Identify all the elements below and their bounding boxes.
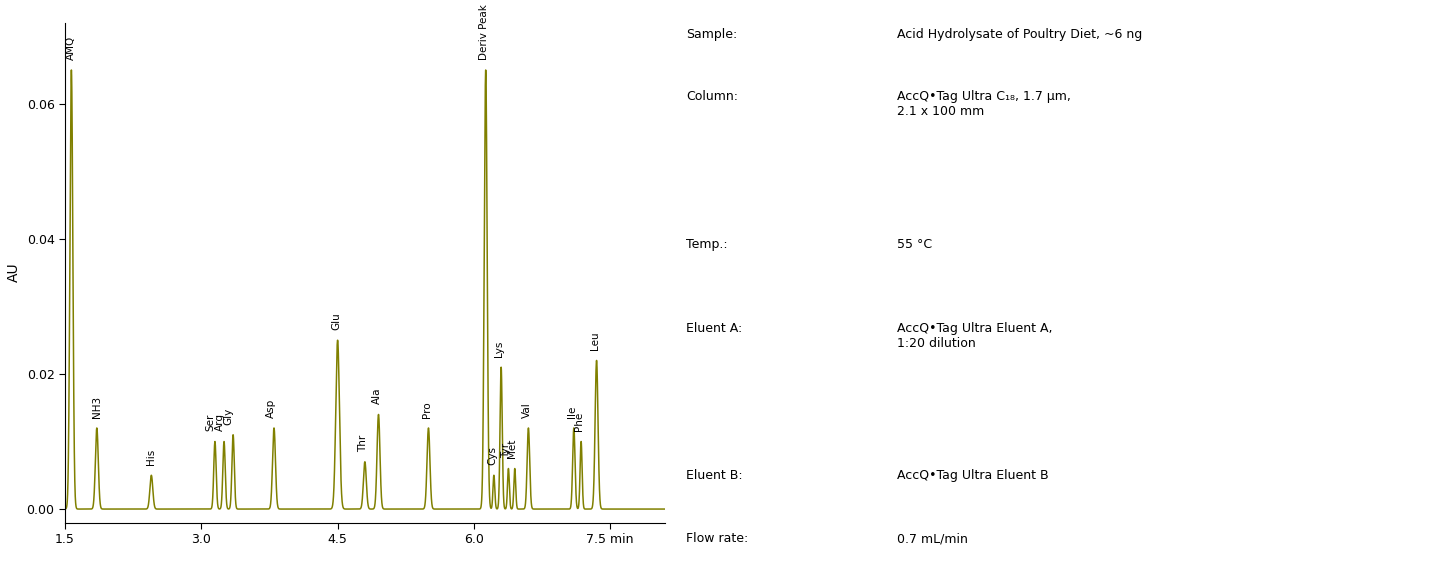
Text: Ser: Ser (205, 414, 215, 431)
Text: Sample:: Sample: (686, 28, 737, 41)
Text: AMQ: AMQ (66, 36, 77, 60)
Text: 55 °C: 55 °C (897, 237, 932, 250)
Text: Met: Met (507, 439, 517, 458)
Text: NH3: NH3 (92, 396, 101, 418)
Text: Phe: Phe (574, 412, 584, 431)
Text: His: His (146, 449, 156, 465)
Text: Ala: Ala (371, 388, 381, 404)
Text: AccQ•Tag Ultra Eluent A,
1:20 dilution: AccQ•Tag Ultra Eluent A, 1:20 dilution (897, 322, 1052, 350)
Text: 0.7 mL/min: 0.7 mL/min (897, 532, 968, 545)
Text: Glu: Glu (332, 312, 341, 330)
Text: Asp: Asp (266, 399, 276, 418)
Text: Flow rate:: Flow rate: (686, 532, 749, 545)
Text: Val: Val (522, 402, 532, 418)
Text: Deriv Peak: Deriv Peak (478, 4, 488, 60)
Text: Cys: Cys (487, 446, 497, 465)
Text: Tyr: Tyr (501, 443, 510, 458)
Text: Acid Hydrolysate of Poultry Diet, ~6 ng: Acid Hydrolysate of Poultry Diet, ~6 ng (897, 28, 1142, 41)
Y-axis label: AU: AU (7, 263, 22, 282)
Text: Leu: Leu (590, 332, 600, 350)
Text: Eluent B:: Eluent B: (686, 469, 743, 482)
Text: Thr: Thr (358, 435, 368, 452)
Text: Column:: Column: (686, 90, 738, 103)
Text: Eluent A:: Eluent A: (686, 322, 743, 335)
Text: Lys: Lys (494, 341, 504, 357)
Text: Pro: Pro (422, 401, 432, 418)
Text: Temp.:: Temp.: (686, 237, 728, 250)
Text: Arg: Arg (214, 414, 224, 431)
Text: AccQ•Tag Ultra C₁₈, 1.7 μm,
2.1 x 100 mm: AccQ•Tag Ultra C₁₈, 1.7 μm, 2.1 x 100 mm (897, 90, 1071, 118)
Text: Gly: Gly (224, 407, 234, 425)
Text: Ile: Ile (566, 406, 577, 418)
Text: AccQ•Tag Ultra Eluent B: AccQ•Tag Ultra Eluent B (897, 469, 1049, 482)
